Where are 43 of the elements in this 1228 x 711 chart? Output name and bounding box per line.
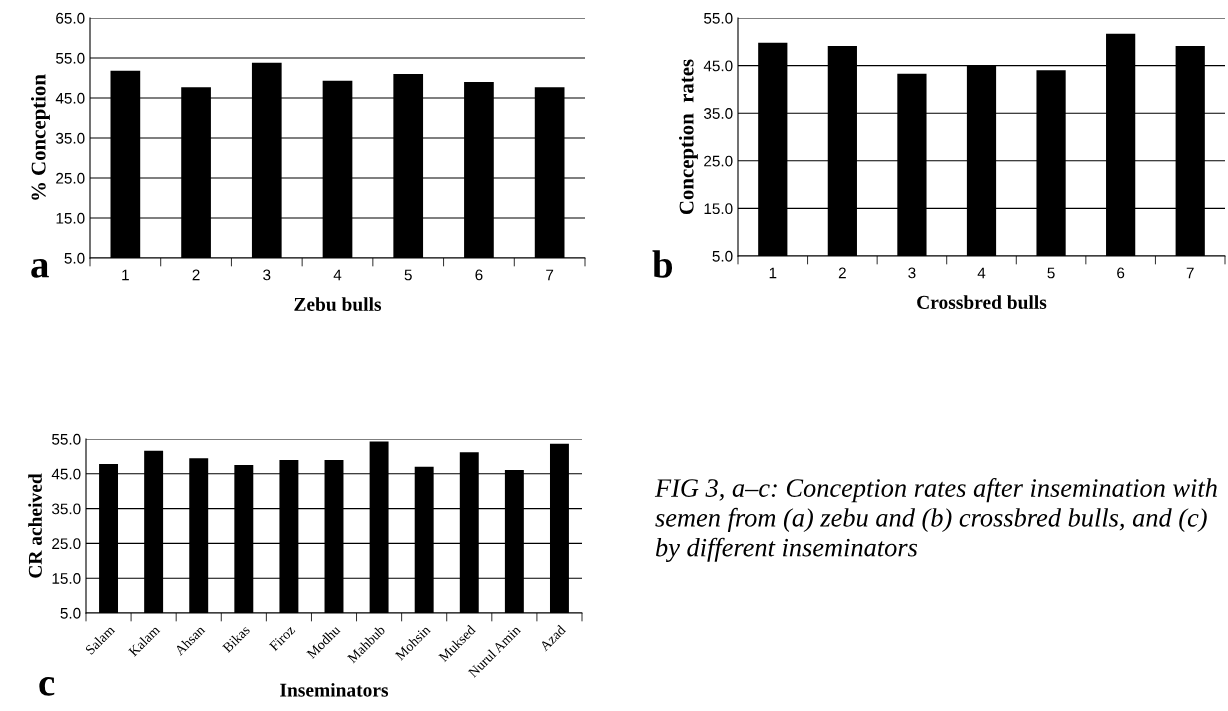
y-tick-label: 15.0 (56, 212, 85, 224)
y-axis-title: % Conception (30, 74, 50, 200)
x-tick-label: 5 (404, 269, 412, 281)
y-tick-label: 35.0 (55, 132, 85, 144)
y-tick-label: 15.0 (704, 203, 733, 215)
y-tick-label: 55.0 (704, 12, 733, 24)
x-tick-label: 4 (977, 267, 986, 279)
text: b (652, 250, 673, 278)
y-axis-title: CR acheived (28, 473, 42, 578)
x-tick-label: 5 (1047, 267, 1055, 279)
x-axis-title: Inseminators (280, 682, 389, 697)
y-tick-label: 45.0 (55, 92, 85, 104)
y-axis-title: Conception rates (678, 59, 698, 215)
x-tick-label: 7 (1186, 267, 1194, 279)
y-tick-label: 5.0 (60, 607, 81, 619)
y-tick-label: 25.0 (704, 155, 733, 167)
x-axis-title: Crossbred bulls (917, 295, 1047, 309)
y-tick-label: 35.0 (51, 503, 81, 515)
x-tick-label: 1 (122, 269, 129, 281)
x-tick-label: 1 (769, 267, 777, 279)
y-tick-label: 55.0 (52, 433, 81, 445)
x-tick-label: 3 (263, 269, 271, 281)
x-tick-label: 6 (475, 269, 483, 281)
x-tick-label: 2 (192, 269, 200, 281)
y-tick-label: 45.0 (703, 60, 733, 72)
caption: FIG 3, a–c: Conception rates after insemination with semen from (a) zebu and (b) crossbred bulls, and (c) by different inseminators (654, 478, 1217, 562)
x-tick-label: 3 (908, 267, 916, 279)
y-tick-label: 15.0 (52, 573, 81, 584)
x-tick-label: 7 (546, 269, 554, 281)
x-tick-label: 4 (333, 269, 342, 281)
y-tick-label: 5.0 (64, 252, 85, 264)
y-tick-label: 25.0 (52, 538, 81, 550)
text: a (31, 259, 49, 278)
x-axis-title: Zebu bulls (294, 297, 382, 311)
text: c (39, 677, 55, 696)
y-tick-label: 5.0 (712, 250, 733, 262)
y-tick-label: 35.0 (703, 108, 733, 119)
y-tick-label: 65.0 (56, 12, 85, 24)
y-tick-label: 45.0 (51, 468, 81, 480)
x-tick-label: 6 (1117, 267, 1125, 279)
x-tick-label: 2 (838, 267, 846, 279)
y-tick-label: 25.0 (56, 172, 85, 184)
y-tick-label: 55.0 (56, 52, 85, 64)
